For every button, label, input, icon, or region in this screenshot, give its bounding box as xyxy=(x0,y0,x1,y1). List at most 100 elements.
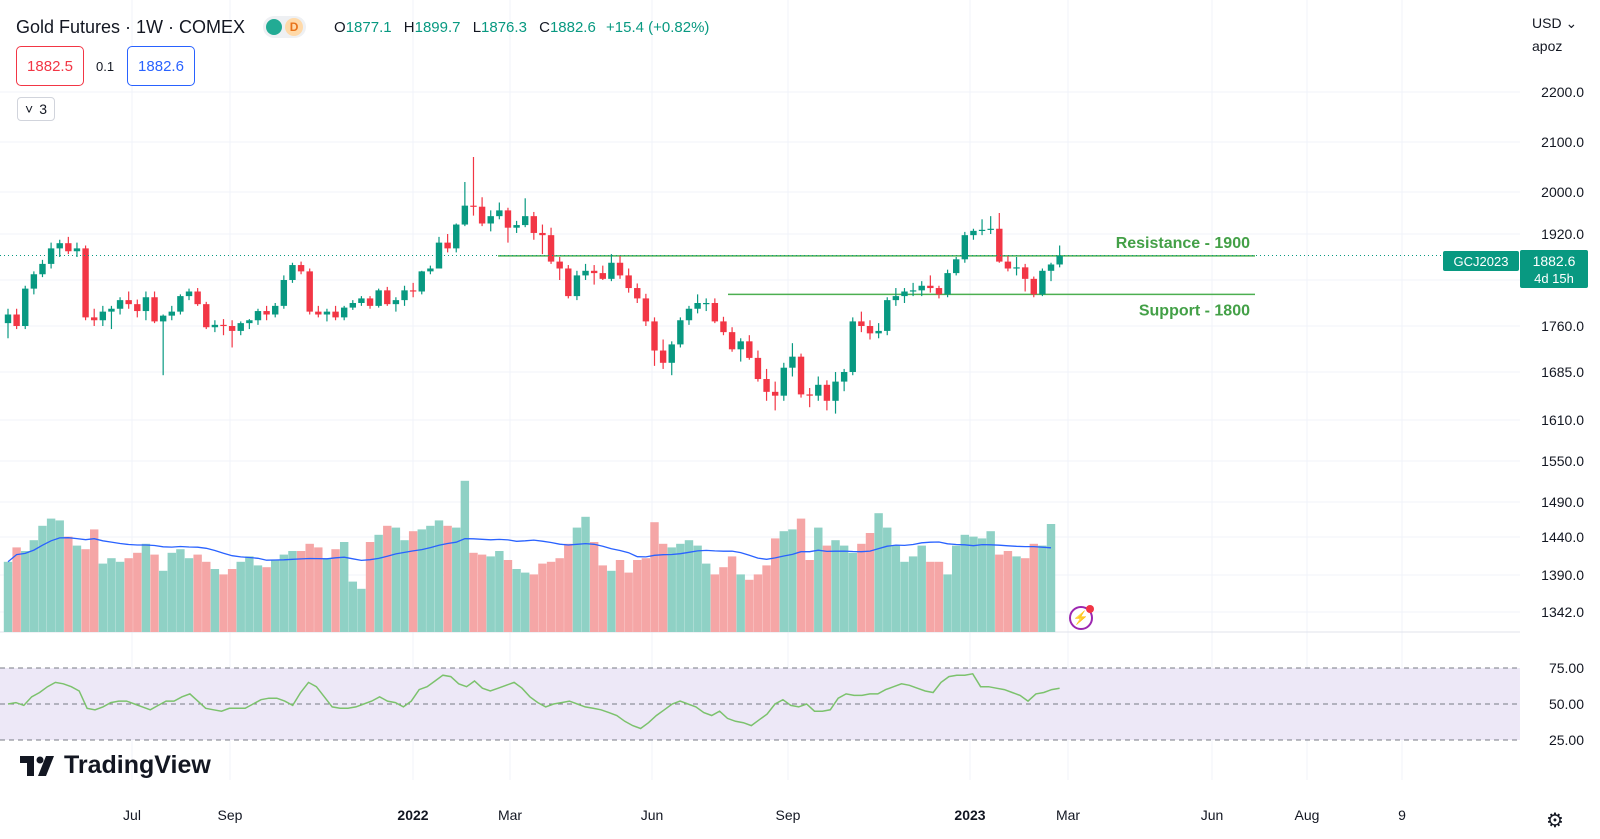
price-tag-countdown: 4d 15h xyxy=(1534,271,1574,286)
candle-body xyxy=(987,228,994,230)
time-tick-label: Mar xyxy=(1056,807,1080,823)
volume-bar xyxy=(831,540,840,632)
time-axis[interactable]: Jul Sep 2022 Mar Jun Sep 2023 Mar Jun Aug 9 xyxy=(123,807,1406,823)
volume-bar xyxy=(12,547,21,632)
volume-bar xyxy=(839,545,849,632)
volume-bar xyxy=(667,547,676,632)
volume-bar xyxy=(788,529,797,632)
volume-bar xyxy=(546,561,556,632)
candle-body xyxy=(108,308,115,312)
time-tick-label: Jun xyxy=(641,807,664,823)
candle-body xyxy=(685,308,693,321)
market-status[interactable]: D xyxy=(263,16,307,38)
delayed-data-badge: D xyxy=(285,18,304,36)
candle-body xyxy=(22,288,29,326)
volume-bar xyxy=(943,574,952,632)
volume-bar xyxy=(210,569,220,632)
volume-bar xyxy=(883,527,892,632)
candle-body xyxy=(366,298,374,306)
candle-body xyxy=(539,232,546,236)
volume-bar xyxy=(615,560,625,632)
high-label: H xyxy=(403,18,415,36)
candle-body xyxy=(763,379,770,392)
candle-body xyxy=(789,356,796,368)
volume-bar xyxy=(796,518,806,632)
candle-body xyxy=(634,288,641,299)
gear-icon[interactable]: ⚙ xyxy=(1546,810,1564,832)
volume-bar xyxy=(90,529,99,632)
volume-bar xyxy=(452,527,461,632)
volume-bar xyxy=(443,525,452,632)
volume-bar xyxy=(572,527,582,632)
volume-bar xyxy=(926,561,935,632)
candle-body xyxy=(272,305,279,315)
resistance-label: Resistance - 1900 xyxy=(1116,235,1250,252)
volume-bar xyxy=(202,561,211,632)
volume-bar xyxy=(184,558,194,632)
volume-bar xyxy=(357,588,366,632)
volume-bar xyxy=(1003,551,1013,632)
close-label: C xyxy=(539,18,550,36)
volume-bar xyxy=(365,542,375,632)
rsi-panel xyxy=(0,667,1520,741)
volume-bar xyxy=(521,572,530,632)
candle-body xyxy=(573,275,581,297)
price-tick-label: 2200.0 xyxy=(1541,84,1584,100)
volume-bar xyxy=(607,570,616,632)
candle-body xyxy=(306,271,313,312)
volume-histogram xyxy=(3,480,1056,632)
volume-bar xyxy=(624,572,633,632)
candle-body xyxy=(556,261,563,269)
rsi-axis[interactable]: 75.00 50.00 25.00 xyxy=(1549,660,1584,748)
candle-body xyxy=(461,205,469,225)
candle-body xyxy=(99,311,107,321)
volume-bar xyxy=(150,554,159,632)
candle-body xyxy=(944,273,951,295)
chart-header: Gold Futures · 1W · COMEX D O1877.1 H189… xyxy=(16,16,709,38)
volume-bar xyxy=(676,543,685,632)
candle-body xyxy=(168,311,175,316)
tradingview-logo-icon xyxy=(20,755,54,776)
candle-body xyxy=(720,321,727,333)
tradingview-logo[interactable]: TradingView xyxy=(20,751,211,780)
indicators-toggle-button[interactable]: ˅ 3 xyxy=(17,97,55,121)
volume-ma-line xyxy=(7,537,1052,563)
volume-bar xyxy=(589,542,599,632)
volume-bar xyxy=(874,513,883,632)
lightning-icon[interactable]: ⚡ xyxy=(1069,605,1094,630)
candle-body xyxy=(478,206,486,224)
volume-bar xyxy=(710,574,720,632)
volume-bar xyxy=(314,547,323,632)
candle-body xyxy=(1030,278,1037,295)
volume-bar xyxy=(658,543,668,632)
volume-bar xyxy=(1020,558,1030,632)
volume-bar xyxy=(469,552,478,632)
volume-bar xyxy=(805,560,814,632)
buy-button[interactable]: 1882.6 xyxy=(127,46,195,86)
candle-body xyxy=(599,273,606,279)
candle-body xyxy=(746,341,753,358)
candle-body xyxy=(668,344,675,363)
candle-body xyxy=(375,290,382,306)
volume-bar xyxy=(176,549,185,632)
volume-bar xyxy=(141,543,151,632)
volume-bar xyxy=(434,520,444,632)
volume-bar xyxy=(495,551,504,632)
currency-selector[interactable]: USD ⌄ xyxy=(1532,15,1577,32)
time-tick-label: Aug xyxy=(1295,807,1320,823)
candle-body xyxy=(254,311,262,321)
volume-bar xyxy=(348,581,357,632)
volume-bar xyxy=(21,551,30,632)
price-tick-label: 2100.0 xyxy=(1541,134,1584,150)
volume-bar xyxy=(29,540,39,632)
candle-body xyxy=(177,296,184,312)
scale-mode-label[interactable]: apoz xyxy=(1532,38,1563,54)
symbol-title[interactable]: Gold Futures · 1W · COMEX xyxy=(16,16,246,37)
price-axis[interactable]: 2200.0 2100.0 2000.0 1920.0 1760.0 1685.0 1610… xyxy=(1541,84,1584,620)
price-tag-bg xyxy=(1520,250,1588,288)
sell-button[interactable]: 1882.5 xyxy=(16,46,84,86)
volume-bar xyxy=(408,531,418,632)
candle-body xyxy=(935,288,943,295)
volume-bar xyxy=(779,531,788,632)
